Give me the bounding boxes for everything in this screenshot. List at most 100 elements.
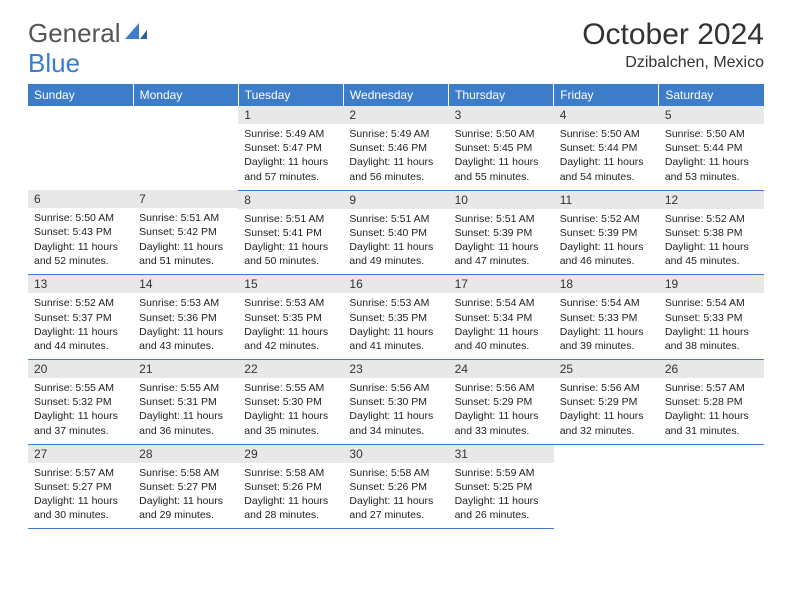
day-number: 16 (343, 275, 448, 293)
day-number: 19 (659, 275, 764, 293)
day-number: 15 (238, 275, 343, 293)
calendar-day-cell: 19Sunrise: 5:54 AMSunset: 5:33 PMDayligh… (659, 275, 764, 360)
day-number: 26 (659, 360, 764, 378)
day-number: 12 (659, 191, 764, 209)
day-info: Sunrise: 5:54 AMSunset: 5:33 PMDaylight:… (659, 293, 764, 359)
calendar-day-cell: 16Sunrise: 5:53 AMSunset: 5:35 PMDayligh… (343, 275, 448, 360)
calendar-day-cell: 12Sunrise: 5:52 AMSunset: 5:38 PMDayligh… (659, 190, 764, 275)
calendar-day-cell: 24Sunrise: 5:56 AMSunset: 5:29 PMDayligh… (449, 360, 554, 445)
day-number: 1 (238, 106, 343, 124)
day-info: Sunrise: 5:59 AMSunset: 5:25 PMDaylight:… (449, 463, 554, 529)
day-number: 17 (449, 275, 554, 293)
day-info: Sunrise: 5:52 AMSunset: 5:38 PMDaylight:… (659, 209, 764, 275)
calendar-day-cell: 18Sunrise: 5:54 AMSunset: 5:33 PMDayligh… (554, 275, 659, 360)
logo-sail-icon (125, 21, 147, 46)
day-info: Sunrise: 5:50 AMSunset: 5:45 PMDaylight:… (449, 124, 554, 190)
calendar-day-cell: 7Sunrise: 5:51 AMSunset: 5:42 PMDaylight… (133, 190, 238, 275)
day-number: 11 (554, 191, 659, 209)
day-number: 31 (449, 445, 554, 463)
calendar-day-cell: 20Sunrise: 5:55 AMSunset: 5:32 PMDayligh… (28, 360, 133, 445)
calendar-day-cell: 9Sunrise: 5:51 AMSunset: 5:40 PMDaylight… (343, 190, 448, 275)
day-info: Sunrise: 5:53 AMSunset: 5:35 PMDaylight:… (343, 293, 448, 359)
day-info: Sunrise: 5:51 AMSunset: 5:40 PMDaylight:… (343, 209, 448, 275)
day-number: 9 (343, 191, 448, 209)
calendar-day-cell: 3Sunrise: 5:50 AMSunset: 5:45 PMDaylight… (449, 106, 554, 190)
calendar-week-row: 1Sunrise: 5:49 AMSunset: 5:47 PMDaylight… (28, 106, 764, 190)
day-info: Sunrise: 5:53 AMSunset: 5:36 PMDaylight:… (133, 293, 238, 359)
day-info: Sunrise: 5:54 AMSunset: 5:34 PMDaylight:… (449, 293, 554, 359)
calendar-day-cell (28, 106, 133, 190)
calendar-week-row: 13Sunrise: 5:52 AMSunset: 5:37 PMDayligh… (28, 275, 764, 360)
calendar-week-row: 6Sunrise: 5:50 AMSunset: 5:43 PMDaylight… (28, 190, 764, 275)
logo-text-general: General (28, 18, 121, 49)
day-info: Sunrise: 5:56 AMSunset: 5:29 PMDaylight:… (554, 378, 659, 444)
day-number: 10 (449, 191, 554, 209)
day-info: Sunrise: 5:51 AMSunset: 5:42 PMDaylight:… (133, 208, 238, 274)
calendar-day-cell: 21Sunrise: 5:55 AMSunset: 5:31 PMDayligh… (133, 360, 238, 445)
calendar-body: 1Sunrise: 5:49 AMSunset: 5:47 PMDaylight… (28, 106, 764, 529)
day-info: Sunrise: 5:50 AMSunset: 5:44 PMDaylight:… (659, 124, 764, 190)
day-info: Sunrise: 5:56 AMSunset: 5:29 PMDaylight:… (449, 378, 554, 444)
calendar-day-cell (133, 106, 238, 190)
calendar-day-cell (554, 444, 659, 529)
calendar-day-cell: 31Sunrise: 5:59 AMSunset: 5:25 PMDayligh… (449, 444, 554, 529)
day-info: Sunrise: 5:55 AMSunset: 5:31 PMDaylight:… (133, 378, 238, 444)
day-info: Sunrise: 5:58 AMSunset: 5:27 PMDaylight:… (133, 463, 238, 529)
page-title: October 2024 (582, 18, 764, 52)
day-info: Sunrise: 5:58 AMSunset: 5:26 PMDaylight:… (343, 463, 448, 529)
logo: General (28, 18, 149, 49)
weekday-header-row: SundayMondayTuesdayWednesdayThursdayFrid… (28, 84, 764, 106)
weekday-header: Tuesday (238, 84, 343, 106)
calendar-week-row: 20Sunrise: 5:55 AMSunset: 5:32 PMDayligh… (28, 360, 764, 445)
calendar-day-cell: 8Sunrise: 5:51 AMSunset: 5:41 PMDaylight… (238, 190, 343, 275)
day-number: 23 (343, 360, 448, 378)
day-number: 4 (554, 106, 659, 124)
calendar-day-cell: 2Sunrise: 5:49 AMSunset: 5:46 PMDaylight… (343, 106, 448, 190)
day-info: Sunrise: 5:51 AMSunset: 5:41 PMDaylight:… (238, 209, 343, 275)
weekday-header: Friday (554, 84, 659, 106)
calendar-day-cell: 23Sunrise: 5:56 AMSunset: 5:30 PMDayligh… (343, 360, 448, 445)
day-info: Sunrise: 5:55 AMSunset: 5:32 PMDaylight:… (28, 378, 133, 444)
title-block: October 2024 Dzibalchen, Mexico (582, 18, 764, 72)
day-number: 13 (28, 275, 133, 293)
day-number: 2 (343, 106, 448, 124)
day-info: Sunrise: 5:56 AMSunset: 5:30 PMDaylight:… (343, 378, 448, 444)
day-number: 22 (238, 360, 343, 378)
location: Dzibalchen, Mexico (582, 54, 764, 72)
day-info: Sunrise: 5:52 AMSunset: 5:39 PMDaylight:… (554, 209, 659, 275)
calendar-day-cell: 5Sunrise: 5:50 AMSunset: 5:44 PMDaylight… (659, 106, 764, 190)
day-number: 24 (449, 360, 554, 378)
day-number: 30 (343, 445, 448, 463)
day-number: 29 (238, 445, 343, 463)
calendar-table: SundayMondayTuesdayWednesdayThursdayFrid… (28, 84, 764, 529)
calendar-day-cell: 10Sunrise: 5:51 AMSunset: 5:39 PMDayligh… (449, 190, 554, 275)
calendar-day-cell: 28Sunrise: 5:58 AMSunset: 5:27 PMDayligh… (133, 444, 238, 529)
calendar-day-cell: 6Sunrise: 5:50 AMSunset: 5:43 PMDaylight… (28, 190, 133, 275)
day-number: 25 (554, 360, 659, 378)
calendar-day-cell: 13Sunrise: 5:52 AMSunset: 5:37 PMDayligh… (28, 275, 133, 360)
calendar-day-cell: 14Sunrise: 5:53 AMSunset: 5:36 PMDayligh… (133, 275, 238, 360)
calendar-day-cell: 22Sunrise: 5:55 AMSunset: 5:30 PMDayligh… (238, 360, 343, 445)
day-number: 18 (554, 275, 659, 293)
calendar-day-cell: 15Sunrise: 5:53 AMSunset: 5:35 PMDayligh… (238, 275, 343, 360)
day-number: 20 (28, 360, 133, 378)
day-info: Sunrise: 5:57 AMSunset: 5:27 PMDaylight:… (28, 463, 133, 529)
day-info: Sunrise: 5:53 AMSunset: 5:35 PMDaylight:… (238, 293, 343, 359)
weekday-header: Monday (133, 84, 238, 106)
logo-text-blue: Blue (28, 48, 80, 78)
calendar-day-cell (659, 444, 764, 529)
header: General October 2024 Dzibalchen, Mexico (28, 18, 764, 72)
day-info: Sunrise: 5:49 AMSunset: 5:46 PMDaylight:… (343, 124, 448, 190)
day-info: Sunrise: 5:50 AMSunset: 5:43 PMDaylight:… (28, 208, 133, 274)
day-number: 3 (449, 106, 554, 124)
day-info: Sunrise: 5:49 AMSunset: 5:47 PMDaylight:… (238, 124, 343, 190)
weekday-header: Saturday (659, 84, 764, 106)
day-number: 27 (28, 445, 133, 463)
day-info: Sunrise: 5:58 AMSunset: 5:26 PMDaylight:… (238, 463, 343, 529)
calendar-day-cell: 25Sunrise: 5:56 AMSunset: 5:29 PMDayligh… (554, 360, 659, 445)
day-info: Sunrise: 5:57 AMSunset: 5:28 PMDaylight:… (659, 378, 764, 444)
day-number: 21 (133, 360, 238, 378)
calendar-day-cell: 29Sunrise: 5:58 AMSunset: 5:26 PMDayligh… (238, 444, 343, 529)
calendar-day-cell: 4Sunrise: 5:50 AMSunset: 5:44 PMDaylight… (554, 106, 659, 190)
calendar-day-cell: 17Sunrise: 5:54 AMSunset: 5:34 PMDayligh… (449, 275, 554, 360)
